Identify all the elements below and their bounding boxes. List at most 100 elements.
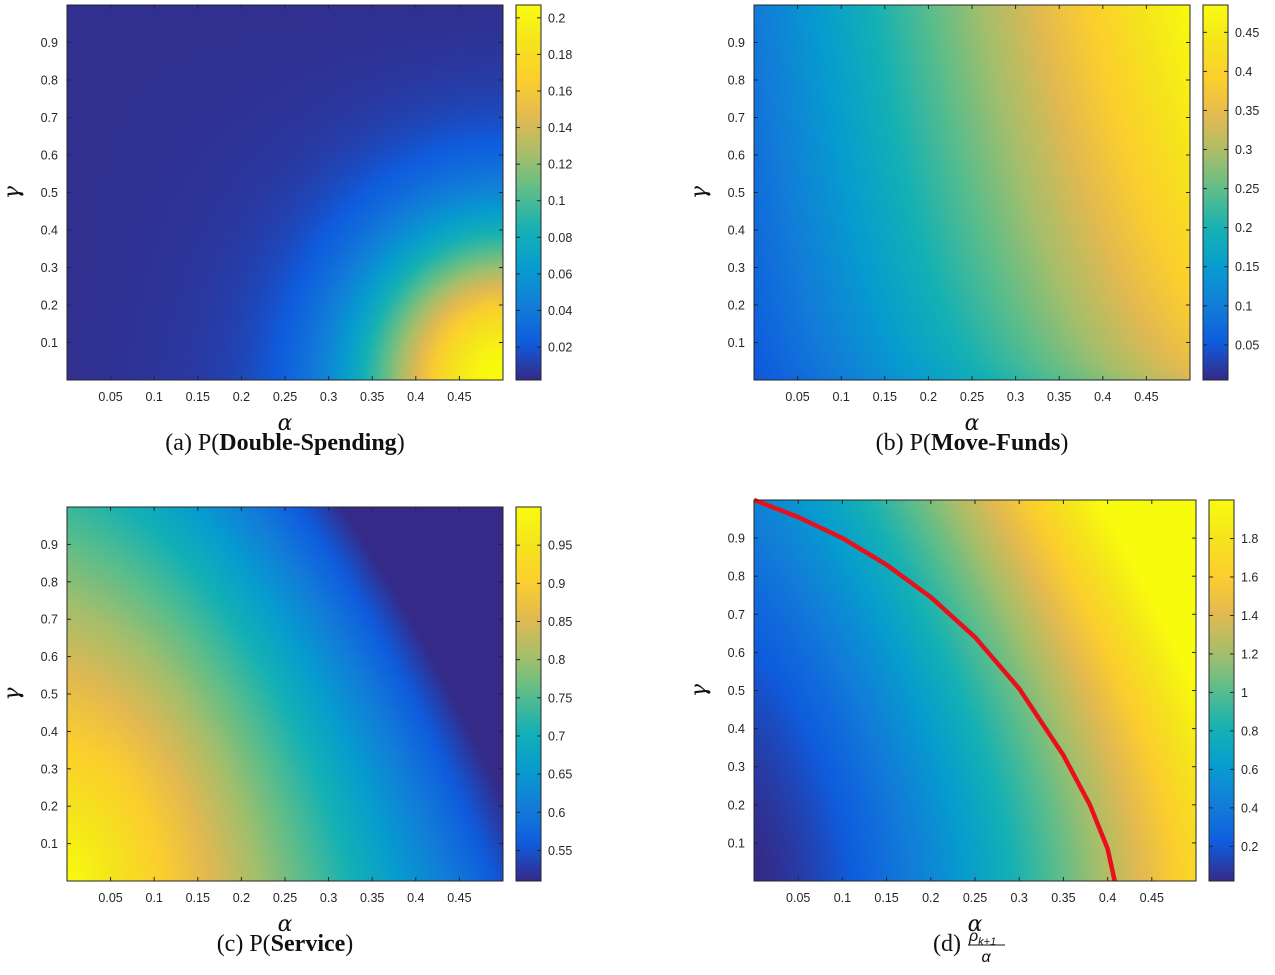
colorbar-tick-label: 1 — [1241, 686, 1248, 700]
colorbar-tick-label: 1.6 — [1241, 570, 1258, 584]
caption-bold: Move-Funds — [931, 430, 1060, 456]
x-tick-label: 0.1 — [146, 891, 163, 905]
y-tick-label: 0.3 — [728, 261, 745, 275]
colorbar-tick-label: 0.18 — [548, 48, 572, 62]
y-axis-label: γ — [687, 185, 712, 199]
colorbar-tick-label: 0.65 — [548, 768, 572, 782]
x-tick-label: 0.3 — [320, 891, 337, 905]
x-axis-label: α — [278, 912, 293, 937]
colorbar — [515, 4, 542, 381]
colorbar-tick-label: 0.45 — [1235, 26, 1259, 40]
colorbar-tick-label: 0.75 — [548, 691, 572, 705]
panel-b: 0.05 0.1 0.15 0.2 0.25 0.3 0.35 0.4 0.45 0.1 0.2 0.… — [687, 4, 1259, 456]
y-tick-label: 0.2 — [41, 800, 58, 814]
colorbar-tick-label: 0.06 — [548, 267, 572, 281]
y-tick-label: 0.6 — [728, 646, 745, 660]
y-tick-label: 0.1 — [728, 836, 745, 850]
caption-prefix: (a) P( — [165, 430, 219, 456]
x-tick-label: 0.1 — [146, 390, 163, 404]
x-tick-label: 0.3 — [1007, 390, 1024, 404]
y-tick-label: 0.2 — [728, 798, 745, 812]
heatmap-image — [67, 507, 503, 881]
x-tick-label: 0.3 — [1011, 891, 1028, 905]
x-tick-label: 0.4 — [407, 390, 424, 404]
colorbar-tick-label: 0.02 — [548, 341, 572, 355]
x-tick-label: 0.15 — [873, 390, 897, 404]
x-axis-label: α — [278, 411, 293, 436]
y-tick-label: 0.1 — [41, 336, 58, 350]
caption-denominator: α — [981, 949, 991, 966]
y-tick-label: 0.6 — [41, 149, 58, 163]
colorbar-tick-label: 0.12 — [548, 158, 572, 172]
y-tick-label: 0.6 — [41, 650, 58, 664]
colorbar-tick-label: 0.08 — [548, 231, 572, 245]
y-tick-label: 0.9 — [41, 538, 58, 552]
caption-bold: Double-Spending — [219, 430, 396, 456]
y-tick-label: 0.7 — [728, 111, 745, 125]
colorbar-tick-label: 0.6 — [1241, 763, 1258, 777]
x-tick-label: 0.15 — [186, 891, 210, 905]
x-tick-label: 0.25 — [963, 891, 987, 905]
colorbar-tick-label: 0.3 — [1235, 143, 1252, 157]
colorbar-tick-label: 0.2 — [1235, 221, 1252, 235]
x-tick-label: 0.05 — [98, 891, 122, 905]
colorbar-tick-label: 0.1 — [548, 194, 565, 208]
colorbar-tick-label: 0.25 — [1235, 182, 1259, 196]
heatmap-image — [754, 5, 1190, 380]
x-axis-label: α — [968, 912, 983, 937]
x-tick-label: 0.35 — [1051, 891, 1075, 905]
y-tick-label: 0.1 — [728, 336, 745, 350]
y-tick-label: 0.6 — [728, 149, 745, 163]
colorbar-tick-label: 0.1 — [1235, 299, 1252, 313]
x-tick-label: 0.45 — [447, 390, 471, 404]
y-tick-label: 0.2 — [728, 299, 745, 313]
caption-suffix: ) — [345, 931, 353, 957]
panel-caption: (a) P(Double-Spending) — [165, 430, 404, 456]
x-tick-label: 0.3 — [320, 390, 337, 404]
panel-caption: (c) P(Service) — [217, 931, 354, 957]
panel-d: 0.05 0.1 0.15 0.2 0.25 0.3 0.35 0.4 0.45 0.1 0.2 0.… — [687, 497, 1258, 966]
panel-caption: (b) P(Move-Funds) — [876, 430, 1069, 456]
x-tick-label: 0.25 — [960, 390, 984, 404]
colorbar-tick-label: 0.95 — [548, 539, 572, 553]
x-tick-label: 0.2 — [920, 390, 937, 404]
x-tick-label: 0.2 — [233, 891, 250, 905]
y-tick-label: 0.8 — [41, 74, 58, 88]
y-tick-label: 0.3 — [728, 760, 745, 774]
colorbar-tick-label: 1.4 — [1241, 609, 1258, 623]
colorbar-tick-label: 0.35 — [1235, 104, 1259, 118]
x-tick-label: 0.1 — [834, 891, 851, 905]
colorbar-tick-label: 0.7 — [548, 729, 565, 743]
y-tick-label: 0.5 — [728, 186, 745, 200]
y-tick-label: 0.7 — [41, 111, 58, 125]
y-tick-label: 0.5 — [41, 688, 58, 702]
colorbar-tick-label: 0.8 — [548, 653, 565, 667]
contour-line — [753, 497, 1117, 882]
y-tick-label: 0.4 — [41, 224, 58, 238]
heatmap-image — [67, 5, 503, 380]
caption-prefix: (d) — [933, 931, 961, 957]
colorbar-tick-label: 0.4 — [1241, 801, 1258, 815]
x-tick-label: 0.15 — [186, 390, 210, 404]
y-tick-label: 0.2 — [41, 299, 58, 313]
y-tick-label: 0.8 — [41, 575, 58, 589]
colorbar-tick-label: 0.6 — [548, 806, 565, 820]
x-axis-label: α — [965, 411, 980, 436]
y-axis-label: γ — [687, 683, 712, 697]
x-tick-label: 0.4 — [407, 891, 424, 905]
x-tick-label: 0.05 — [98, 390, 122, 404]
caption-suffix: ) — [1060, 430, 1068, 456]
panel-a: 0.05 0.1 0.15 0.2 0.25 0.3 0.35 0.4 0.45 0.1 0.2 0.… — [0, 4, 572, 456]
x-tick-label: 0.35 — [1047, 390, 1071, 404]
y-tick-label: 0.4 — [728, 224, 745, 238]
y-tick-label: 0.7 — [728, 608, 745, 622]
x-tick-label: 0.2 — [233, 390, 250, 404]
x-tick-label: 0.05 — [785, 390, 809, 404]
heatmap-image — [754, 500, 1196, 881]
colorbar-tick-label: 0.2 — [1241, 840, 1258, 854]
x-tick-label: 0.35 — [360, 390, 384, 404]
colorbar-tick-label: 0.4 — [1235, 65, 1252, 79]
y-tick-label: 0.3 — [41, 762, 58, 776]
y-tick-label: 0.8 — [728, 74, 745, 88]
